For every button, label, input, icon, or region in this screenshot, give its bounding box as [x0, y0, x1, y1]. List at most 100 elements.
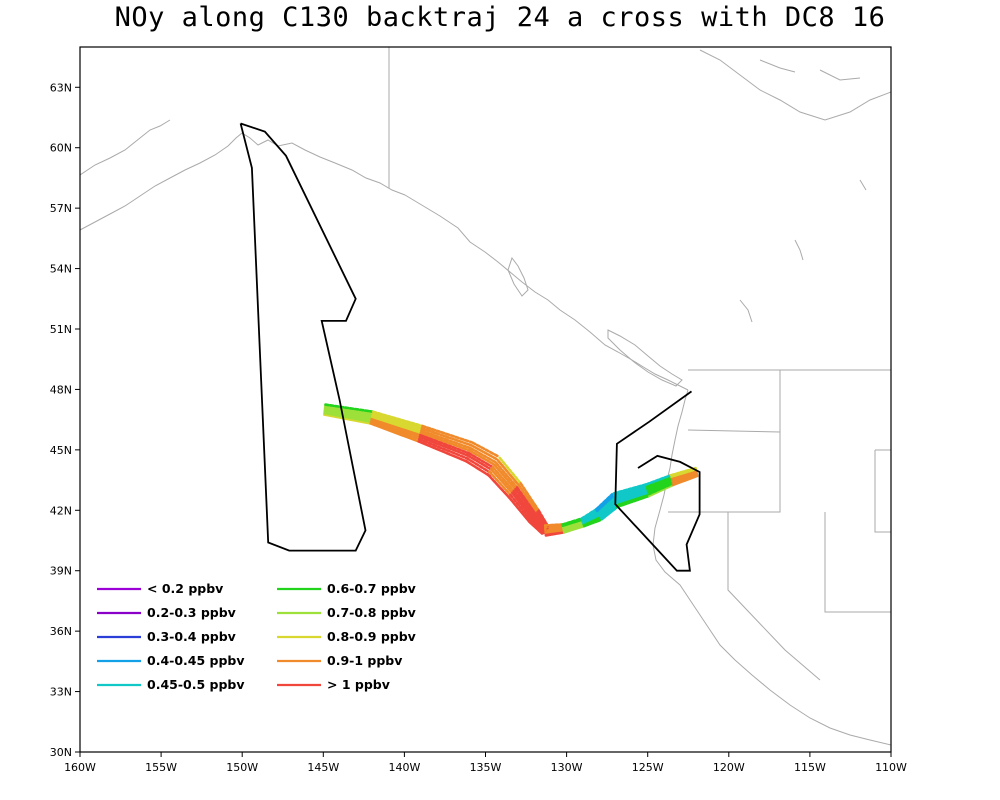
x-tick-label: 110W	[875, 761, 907, 774]
y-tick-label: 51N	[50, 323, 72, 336]
trajectory-segment	[323, 410, 373, 422]
trajectory-segment	[491, 465, 516, 493]
trajectory-segment	[646, 479, 674, 493]
axes-layer: 160W 155W 150W 145W 140W 135W 130W 125W 120W 115W…	[50, 81, 907, 774]
legend-label: > 1 ppbv	[327, 677, 390, 692]
x-tick-label: 135W	[470, 761, 502, 774]
alaska-coastline-north	[80, 119, 171, 176]
trajectory-segment	[614, 491, 650, 505]
haida-gwaii	[507, 256, 529, 297]
trajectory-segment	[580, 507, 599, 520]
trajectory-segment	[595, 494, 615, 513]
trajectory-segment	[598, 501, 618, 518]
trajectory-segment	[669, 466, 697, 477]
trajectory-segment	[323, 408, 374, 420]
map-title: NOy along C130 backtraj 24 a cross with …	[114, 2, 886, 33]
trajectory-segment	[597, 498, 617, 515]
x-tick-label: 160W	[64, 761, 96, 774]
x-tick-label: 125W	[632, 761, 664, 774]
x-tick-label: 145W	[307, 761, 339, 774]
lake-shapes	[739, 179, 867, 323]
plot-frame	[79, 46, 892, 753]
x-tick-label: 120W	[713, 761, 745, 774]
trajectory-segment	[561, 517, 584, 526]
trajectory-segment	[486, 472, 511, 499]
trajectory-segment	[371, 410, 424, 428]
trajectory-segment	[528, 520, 544, 536]
trajectory-segment	[519, 482, 541, 513]
trajectory-segment	[471, 441, 499, 458]
trajectory-segment	[324, 403, 374, 413]
trajectory-segment	[323, 407, 374, 419]
y-tick-label: 33N	[50, 686, 72, 699]
trajectory-segment	[466, 454, 494, 472]
hudson-bay-coast	[699, 49, 891, 121]
c130-flight-track	[239, 122, 367, 552]
trajectory-segment	[598, 499, 618, 517]
trajectory-segment	[647, 480, 674, 494]
legend: < 0.2 ppbv 0.2-0.3 ppbv 0.3-0.4 ppbv 0.4-0.…	[97, 581, 416, 692]
trajectory-segment	[515, 486, 538, 516]
state-border-wa-or	[687, 429, 781, 465]
trajectory-segment	[614, 492, 650, 507]
coastline-layer	[80, 47, 891, 746]
y-tick-label: 54N	[50, 263, 72, 276]
legend-label: 0.3-0.4 ppbv	[147, 629, 236, 644]
legend-label: 0.8-0.9 ppbv	[327, 629, 416, 644]
x-tick-label: 130W	[551, 761, 583, 774]
trajectory-segment	[421, 424, 473, 444]
x-tick-label: 140W	[388, 761, 420, 774]
trajectory-segment	[370, 418, 422, 439]
alaska-coastline	[80, 132, 406, 231]
trajectory-segment	[465, 456, 493, 475]
x-tick-label: 155W	[145, 761, 177, 774]
trajectory-segment	[645, 476, 673, 490]
trajectory-segment	[613, 488, 649, 501]
trajectory-segment	[420, 429, 472, 450]
trajectory-segment	[370, 415, 423, 434]
y-tick-label: 30N	[50, 746, 72, 759]
bc-coastline	[404, 194, 689, 391]
trajectory-segment	[324, 404, 374, 415]
trajectory-segment	[507, 495, 531, 524]
trajectory-segment	[645, 475, 673, 488]
trajectory-segment	[512, 489, 535, 519]
trajectory-segment	[644, 473, 673, 486]
dc8-flight-track	[614, 390, 701, 572]
trajectory-segment	[418, 437, 469, 460]
y-tick-label: 60N	[50, 142, 72, 155]
trajectory-segment	[420, 427, 473, 447]
x-tick-label: 115W	[794, 761, 826, 774]
y-tick-label: 63N	[50, 81, 72, 94]
trajectory-segment	[612, 482, 648, 495]
us-west-coast	[652, 389, 891, 746]
trajectory-segment	[646, 478, 674, 491]
legend-label: 0.6-0.7 ppbv	[327, 581, 416, 596]
trajectory-segment	[594, 493, 614, 511]
y-tick-label: 57N	[50, 202, 72, 215]
trajectory-segment	[517, 484, 539, 514]
y-tick-label: 45N	[50, 444, 72, 457]
trajectory-segment	[614, 489, 650, 503]
state-border-extra	[874, 449, 891, 533]
trajectory-segment	[323, 413, 373, 425]
trajectory-segment	[511, 491, 534, 520]
state-border-nv-ut	[824, 512, 891, 613]
trajectory-segment	[498, 456, 522, 485]
legend-label: < 0.2 ppbv	[147, 581, 223, 596]
trajectory-segment	[612, 484, 649, 497]
trajectory-segment	[489, 467, 514, 495]
trajectory-segment	[600, 504, 620, 521]
trajectory-segment	[509, 493, 533, 522]
legend-label: 0.2-0.3 ppbv	[147, 605, 236, 620]
trajectory-segment	[532, 515, 547, 533]
y-tick-label: 36N	[50, 625, 72, 638]
trajectory-segment	[323, 406, 374, 417]
flight-track-layer	[239, 122, 701, 572]
trajectory-layer	[323, 403, 699, 537]
trajectory-segment	[467, 451, 495, 469]
trajectory-segment	[369, 422, 421, 443]
trajectory-segment	[371, 413, 423, 432]
trajectory-segment	[470, 444, 498, 461]
